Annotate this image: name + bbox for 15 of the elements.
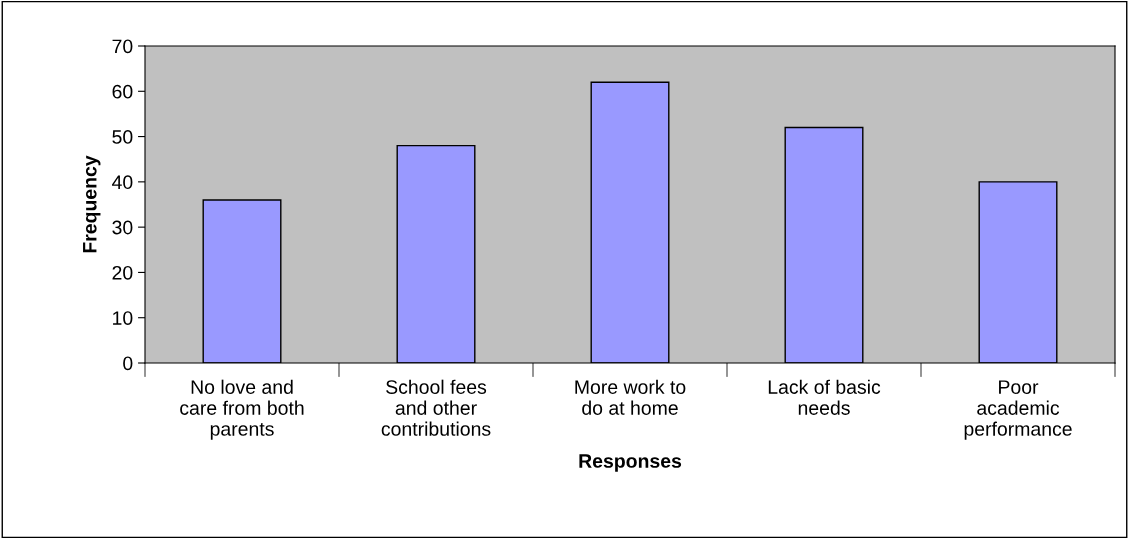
y-tick-label: 20 [112, 265, 133, 280]
y-tick-label: 30 [112, 220, 133, 235]
y-tick-label: 60 [112, 84, 133, 99]
x-axis-title: Responses [579, 454, 682, 472]
x-tick-label: More work to do at home [575, 379, 686, 415]
y-tick-label: 10 [113, 311, 133, 325]
y-axis-title: Frequency [83, 155, 101, 253]
y-tick-label: 40 [112, 175, 133, 190]
x-tick-label: Poor academic performance [964, 380, 1072, 440]
y-tick-label: 70 [112, 39, 133, 54]
y-tick-label: 50 [112, 130, 133, 144]
x-tick-label: No love and care from both parents [180, 379, 304, 440]
y-tick-label: 0 [123, 356, 133, 371]
x-tick-label: School fees and other contributions [381, 379, 491, 436]
x-tick-label: Lack of basic needs [768, 379, 881, 415]
